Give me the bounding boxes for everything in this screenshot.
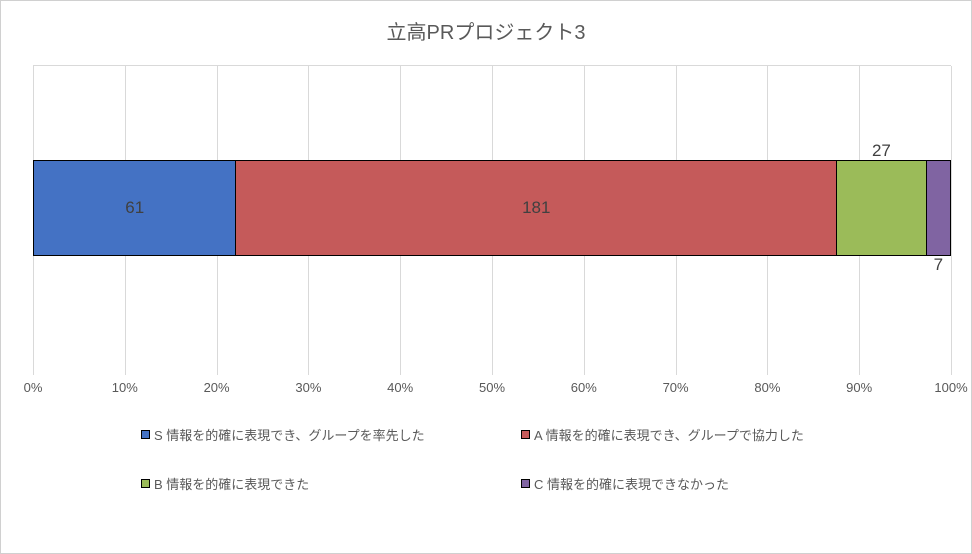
legend-swatch xyxy=(141,430,150,439)
axis-tick-label: 50% xyxy=(479,380,505,395)
axis-tick-label: 90% xyxy=(846,380,872,395)
axis-tick-label: 40% xyxy=(387,380,413,395)
legend-item-C: C 情報を的確に表現できなかった xyxy=(521,474,871,493)
axis-tick-label: 80% xyxy=(754,380,780,395)
legend-item-B: B 情報を的確に表現できた xyxy=(141,474,491,493)
gridline xyxy=(951,66,952,375)
legend-item-A: A 情報を的確に表現でき、グループで協力した xyxy=(521,425,871,444)
chart-container: 立高PRプロジェクト3 61181277 0%10%20%30%40%50%60… xyxy=(0,0,972,554)
legend-item-S: S 情報を的確に表現でき、グループを率先した xyxy=(141,425,491,444)
legend: S 情報を的確に表現でき、グループを率先した A 情報を的確に表現でき、グループで… xyxy=(21,425,951,493)
legend-swatch xyxy=(521,430,530,439)
segment-S: 61 xyxy=(34,161,236,255)
legend-row: S 情報を的確に表現でき、グループを率先した A 情報を的確に表現でき、グループで… xyxy=(141,425,911,444)
legend-label: S 情報を的確に表現でき、グループを率先した xyxy=(154,425,425,444)
chart-title: 立高PRプロジェクト3 xyxy=(21,16,951,45)
axis-tick-label: 100% xyxy=(934,380,967,395)
segment-A: 181 xyxy=(236,161,837,255)
data-label: 7 xyxy=(934,255,943,275)
plot-area: 61181277 0%10%20%30%40%50%60%70%80%90%10… xyxy=(21,65,956,395)
axis-tick-label: 30% xyxy=(295,380,321,395)
axis-tick-label: 10% xyxy=(112,380,138,395)
axis-tick-label: 70% xyxy=(663,380,689,395)
segment-C: 7 xyxy=(927,161,950,255)
axis-tick-label: 20% xyxy=(204,380,230,395)
legend-label: C 情報を的確に表現できなかった xyxy=(534,474,729,493)
legend-label: B 情報を的確に表現できた xyxy=(154,474,309,493)
legend-swatch xyxy=(521,479,530,488)
segment-B: 27 xyxy=(837,161,927,255)
axis-tick-label: 0% xyxy=(24,380,43,395)
legend-swatch xyxy=(141,479,150,488)
stacked-bar: 61181277 xyxy=(33,160,951,256)
legend-row: B 情報を的確に表現できた C 情報を的確に表現できなかった xyxy=(141,474,911,493)
legend-label: A 情報を的確に表現でき、グループで協力した xyxy=(534,425,804,444)
data-label: 27 xyxy=(872,141,891,161)
axis-tick-label: 60% xyxy=(571,380,597,395)
